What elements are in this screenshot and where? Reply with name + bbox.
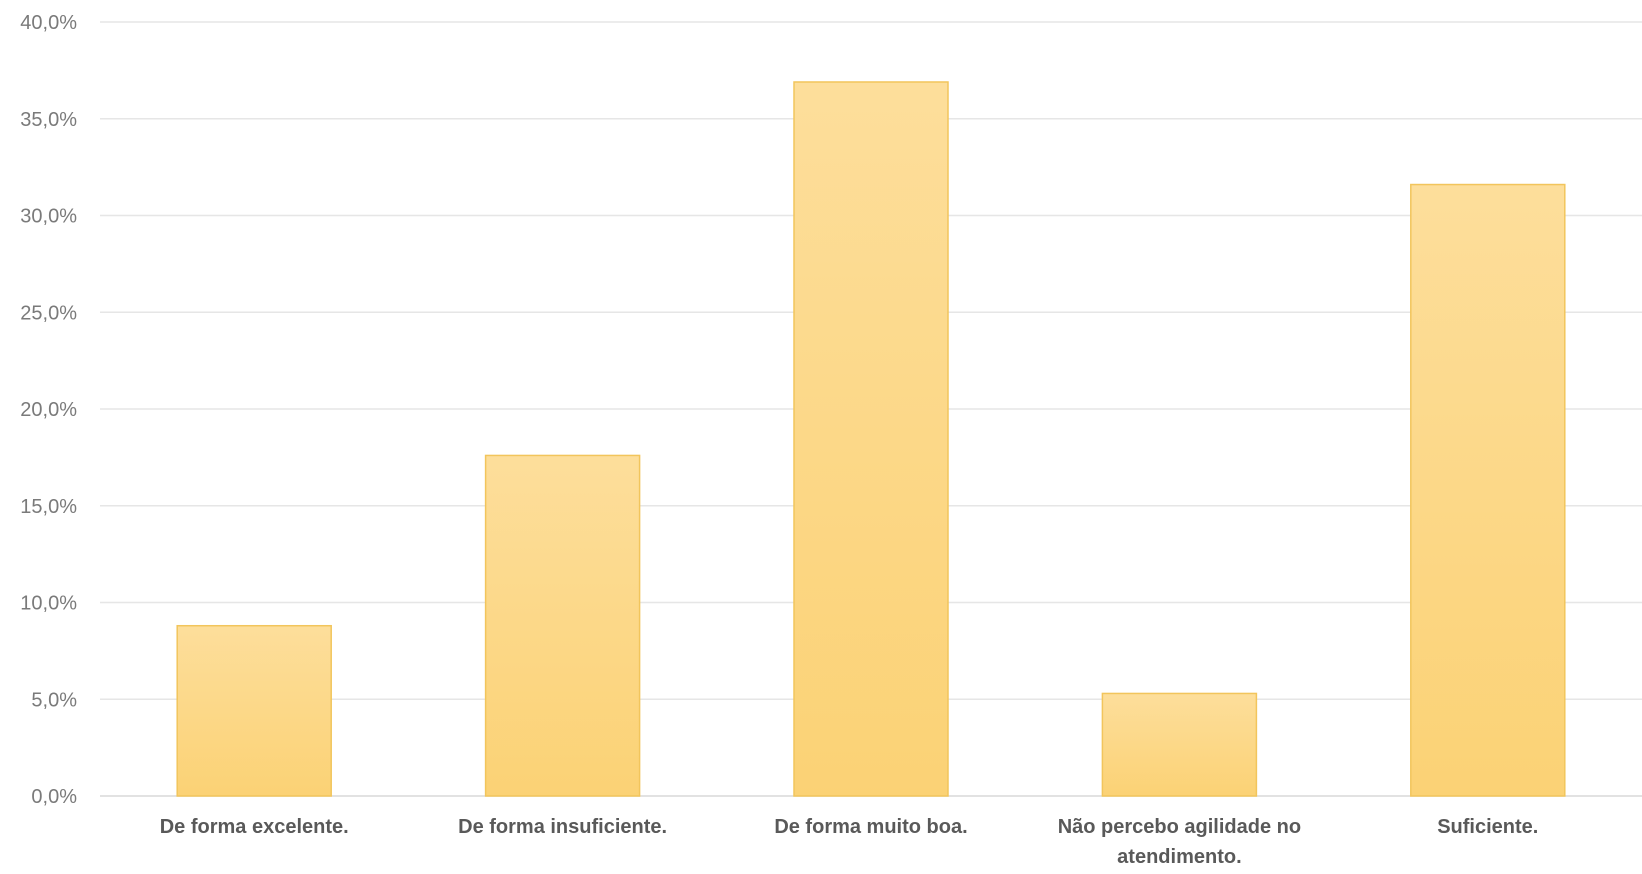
y-tick-label: 35,0% [20,109,77,131]
y-tick-label: 40,0% [20,12,77,34]
bar [484,454,641,797]
y-tick-label: 15,0% [20,496,77,518]
y-tick-label: 25,0% [20,302,77,324]
y-axis-ticks: 0,0% 5,0% 10,0% 15,0% 20,0% 25,0% 30,0% 35,0% 40… [20,12,77,808]
bars [176,81,1566,797]
x-category-label: De forma excelente. [160,816,349,838]
x-category-label: Suficiente. [1437,816,1538,838]
y-tick-label: 0,0% [31,786,77,808]
y-tick-label: 5,0% [31,689,77,711]
bar [176,624,332,797]
x-category-label: Não percebo agilidade no atendimento. [1058,816,1301,868]
bar [793,81,949,797]
y-tick-label: 10,0% [20,593,77,615]
y-tick-label: 20,0% [20,399,77,421]
x-axis-labels: De forma excelente. De forma insuficiente… [160,816,1539,868]
x-category-label: De forma insuficiente. [458,816,667,838]
x-category-label: De forma muito boa. [774,816,967,838]
bar [1101,692,1258,797]
y-tick-label: 30,0% [20,206,77,228]
bar [1410,183,1566,797]
